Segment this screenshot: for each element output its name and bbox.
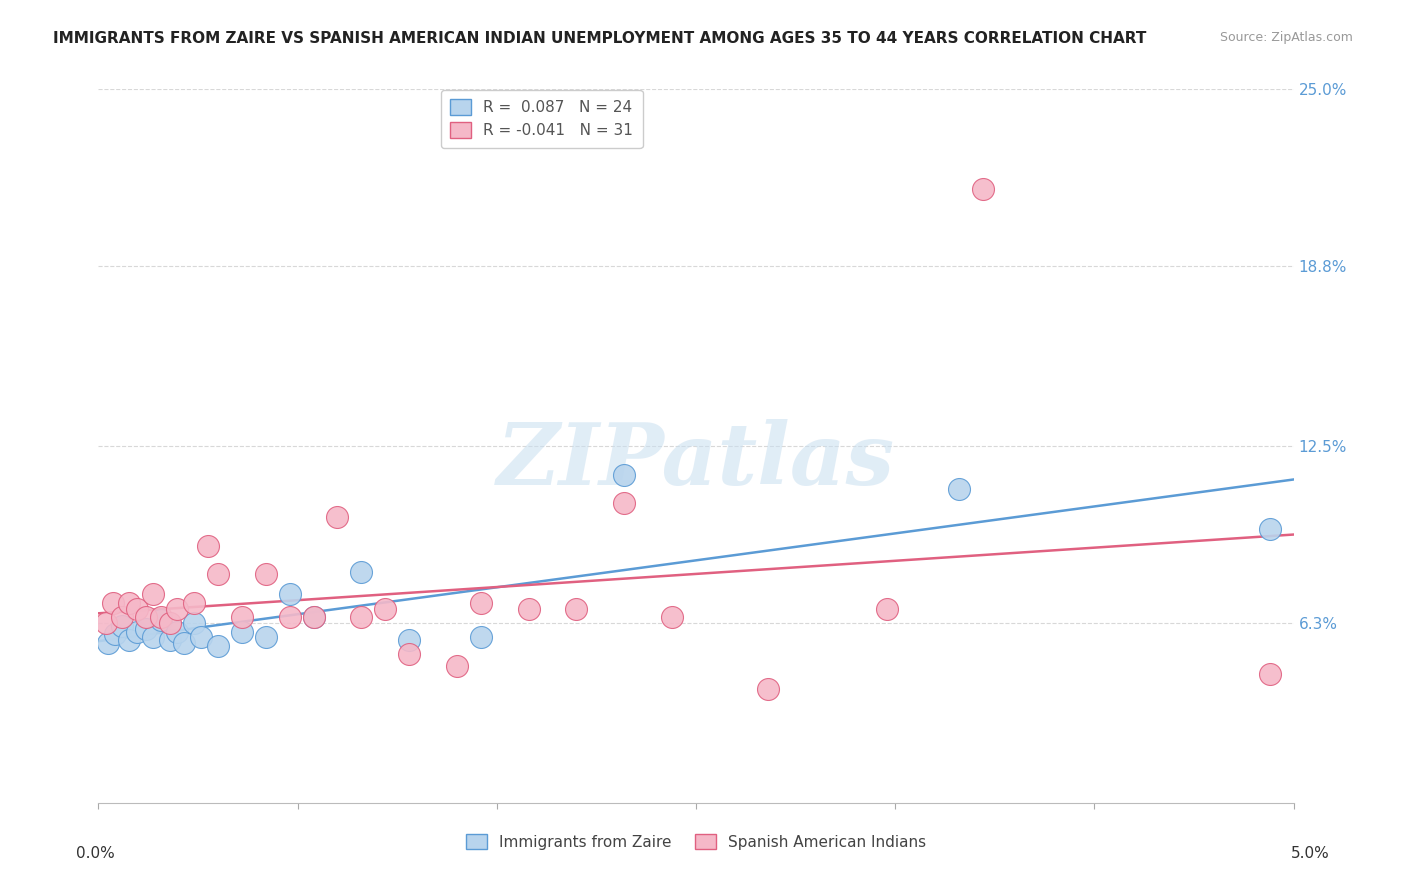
Point [302, 610, 325, 624]
Point [254, 630, 277, 644]
Legend: Immigrants from Zaire, Spanish American Indians: Immigrants from Zaire, Spanish American … [460, 828, 932, 855]
Point [166, 624, 188, 639]
Point [1258, 667, 1281, 681]
Point [101, 596, 124, 610]
Point [756, 681, 779, 696]
Point [166, 601, 188, 615]
Point [446, 658, 468, 673]
Point [326, 510, 349, 524]
Point [142, 587, 165, 601]
Point [661, 610, 683, 624]
Point [142, 630, 165, 644]
Point [231, 624, 253, 639]
Point [159, 633, 181, 648]
Point [159, 615, 181, 630]
Text: ZIPatlas: ZIPatlas [496, 418, 896, 502]
Text: IMMIGRANTS FROM ZAIRE VS SPANISH AMERICAN INDIAN UNEMPLOYMENT AMONG AGES 35 TO 4: IMMIGRANTS FROM ZAIRE VS SPANISH AMERICA… [53, 31, 1147, 46]
Point [183, 596, 205, 610]
Point [97, 636, 120, 650]
Point [125, 601, 148, 615]
Point [470, 596, 492, 610]
Point [398, 648, 420, 662]
Point [1258, 522, 1281, 536]
Point [278, 610, 301, 624]
Point [197, 539, 219, 553]
Text: 5.0%: 5.0% [1291, 847, 1330, 861]
Point [302, 610, 325, 624]
Point [565, 601, 588, 615]
Point [972, 182, 994, 196]
Point [111, 610, 134, 624]
Text: Source: ZipAtlas.com: Source: ZipAtlas.com [1219, 31, 1353, 45]
Point [948, 482, 970, 496]
Point [278, 587, 301, 601]
Point [183, 615, 205, 630]
Point [118, 633, 141, 648]
Point [149, 610, 172, 624]
Point [398, 633, 420, 648]
Point [118, 596, 141, 610]
Point [231, 610, 253, 624]
Point [125, 624, 148, 639]
Point [517, 601, 540, 615]
Point [613, 496, 636, 510]
Point [135, 622, 157, 636]
Point [876, 601, 898, 615]
Point [173, 636, 195, 650]
Point [207, 567, 229, 582]
Point [135, 610, 157, 624]
Point [104, 627, 127, 641]
Point [613, 467, 636, 482]
Point [207, 639, 229, 653]
Point [254, 567, 277, 582]
Point [470, 630, 492, 644]
Point [149, 613, 172, 627]
Text: 0.0%: 0.0% [76, 847, 115, 861]
Point [94, 615, 117, 630]
Point [111, 619, 134, 633]
Point [190, 630, 212, 644]
Point [374, 601, 396, 615]
Point [350, 565, 373, 579]
Point [350, 610, 373, 624]
